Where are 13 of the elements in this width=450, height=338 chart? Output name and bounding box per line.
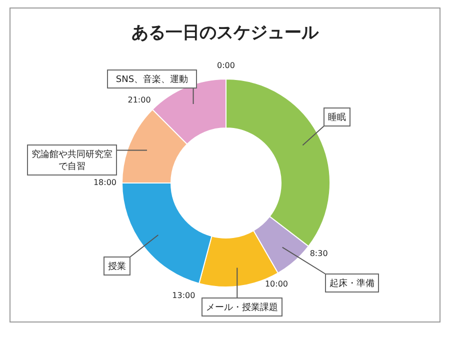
text: 8:30 xyxy=(310,249,328,258)
text: 10:00 xyxy=(264,279,288,288)
slice-label: 睡眠 xyxy=(328,112,346,123)
chart-title: ある一日のスケジュール xyxy=(132,23,320,43)
slice-label: SNS、音楽、運動 xyxy=(116,74,188,85)
slice-label: 授業 xyxy=(108,261,126,272)
slice-label: メール・授業課題 xyxy=(206,302,278,313)
slice-label: 起床・準備 xyxy=(330,278,374,289)
text: 13:00 xyxy=(172,291,196,300)
slice-label: 究論館や共同研究室で自習 xyxy=(32,149,112,172)
text: 0:00 xyxy=(217,61,235,70)
text: 18:00 xyxy=(93,178,117,187)
text: 21:00 xyxy=(128,95,151,104)
